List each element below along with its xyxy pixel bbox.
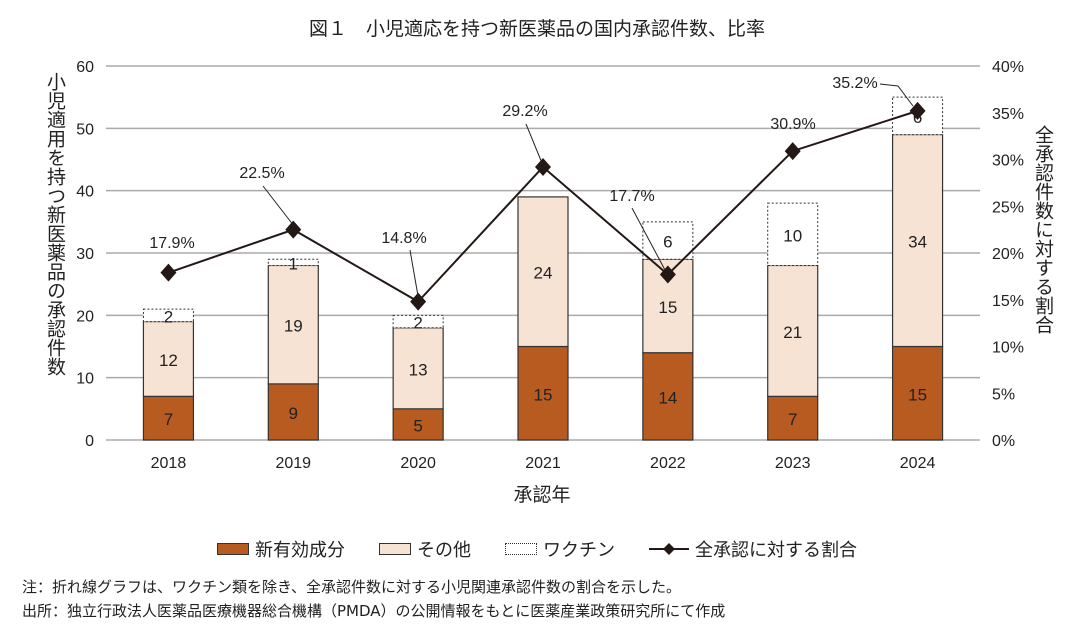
ratio-data-label: 14.8%: [381, 230, 426, 247]
bar-segment: [642, 221, 694, 260]
bar-data-label: 34: [908, 233, 927, 252]
legend-item-ratio: 全承認に対する割合: [649, 536, 857, 562]
ratio-marker: [285, 220, 302, 239]
bar-data-label: 5: [413, 416, 422, 435]
y2-tick-label: 25%: [992, 199, 1024, 216]
x-tick-label: 2023: [775, 455, 811, 472]
ratio-data-label: 22.5%: [239, 165, 284, 182]
bar-data-label: 9: [289, 404, 298, 423]
bar-segment: [267, 264, 319, 385]
legend-swatch: [217, 543, 249, 555]
legend-label: その他: [417, 540, 471, 561]
bar-segment: [142, 395, 195, 441]
ratio-marker: [909, 101, 926, 120]
ratio-data-label: 30.9%: [770, 116, 815, 133]
x-tick-label: 2018: [151, 455, 187, 472]
y2-tick-label: 10%: [992, 340, 1024, 357]
bar-data-label: 15: [908, 385, 927, 404]
bar-data-label: 2: [164, 307, 173, 326]
x-tick-label: 2019: [275, 455, 311, 472]
y2-axis-label: 全承認件数に対する割合: [1032, 125, 1054, 334]
bar-data-label: 2: [413, 314, 422, 333]
legend-label: ワクチン: [543, 540, 615, 561]
bar-data-label: 21: [783, 323, 802, 342]
bar-segment: [767, 395, 819, 441]
x-tick-label: 2021: [525, 455, 561, 472]
bar-segment: [767, 202, 819, 266]
legend-item-new-active: 新有効成分: [217, 536, 345, 562]
bar-segment: [267, 258, 319, 266]
bar-data-label: 6: [663, 233, 672, 252]
bar-data-label: 13: [409, 360, 428, 379]
bar-segment: [642, 352, 694, 441]
x-tick-label: 2022: [650, 455, 686, 472]
y-tick-label: 0: [85, 433, 94, 450]
legend-swatch: [379, 543, 411, 555]
bar-segment: [392, 314, 444, 329]
y-tick-label: 50: [76, 121, 94, 138]
y-tick-label: 10: [76, 371, 94, 388]
bar-segment: [891, 345, 944, 441]
bar-segment: [142, 308, 194, 323]
bar-data-label: 19: [284, 317, 303, 336]
y-tick-label: 60: [76, 59, 94, 76]
bar-data-label: 7: [788, 410, 797, 429]
y2-tick-label: 5%: [992, 386, 1015, 403]
bar-data-label: 15: [534, 385, 553, 404]
y2-tick-label: 40%: [992, 59, 1024, 76]
note-line: 注：折れ線グラフは、ワクチン類を除き、全承認件数に対する小児関連承認件数の割合を…: [22, 578, 681, 596]
ratio-data-label: 29.2%: [502, 103, 547, 120]
ratio-marker: [535, 157, 551, 176]
ratio-data-label: 17.7%: [609, 188, 654, 205]
legend-label: 新有効成分: [255, 540, 345, 561]
legend-swatch: [505, 543, 537, 555]
x-axis-label: 承認年: [513, 484, 571, 506]
ratio-marker: [160, 263, 177, 282]
y2-tick-label: 0%: [992, 433, 1015, 450]
legend-item-other: その他: [379, 536, 471, 562]
bar-segment: [392, 408, 444, 441]
y-tick-label: 40: [76, 184, 94, 201]
source-line: 出所：独立行政法人医薬品医療機器総合機構（PMDA）の公開情報をもとに医薬産業政…: [22, 602, 726, 620]
leader-line: [525, 123, 543, 164]
bar-data-label: 12: [159, 351, 178, 370]
leader-line: [262, 185, 295, 227]
bar-data-label: 15: [658, 298, 677, 317]
leader-line: [631, 207, 666, 271]
y2-tick-label: 30%: [992, 153, 1024, 170]
leader-line: [879, 83, 914, 107]
bar-segment: [517, 345, 569, 441]
leader-line: [409, 249, 419, 297]
bar-data-label: 1: [289, 254, 298, 273]
y2-tick-label: 15%: [992, 293, 1024, 310]
bar-data-label: 14: [658, 388, 677, 407]
ratio-data-label: 35.2%: [832, 75, 877, 92]
legend-item-vaccine: ワクチン: [505, 536, 615, 562]
ratio-data-label: 17.9%: [149, 235, 194, 252]
bar-segment: [767, 264, 819, 397]
bar-segment: [267, 383, 319, 441]
y2-tick-label: 35%: [992, 106, 1024, 123]
bar-data-label: 7: [164, 410, 173, 429]
legend: 新有効成分 その他 ワクチン 全承認に対する割合: [0, 536, 1074, 562]
bar-data-label: 24: [534, 264, 553, 283]
ratio-marker: [659, 265, 676, 284]
x-tick-label: 2024: [900, 455, 936, 472]
y2-tick-label: 20%: [992, 246, 1024, 263]
y-axis-label: 小児適用を持つ新医薬品の承認件数: [44, 72, 66, 376]
x-tick-label: 2020: [400, 455, 436, 472]
chart-title: 図１ 小児適応を持つ新医薬品の国内承認件数、比率: [308, 18, 765, 40]
legend-label: 全承認に対する割合: [695, 540, 857, 561]
ratio-marker: [410, 292, 427, 311]
y-tick-label: 30: [76, 246, 94, 263]
bar-segment: [517, 196, 569, 348]
y-tick-label: 20: [76, 308, 94, 325]
legend-line-marker: [649, 543, 689, 555]
bar-data-label: 10: [783, 226, 802, 245]
ratio-marker: [784, 142, 801, 161]
